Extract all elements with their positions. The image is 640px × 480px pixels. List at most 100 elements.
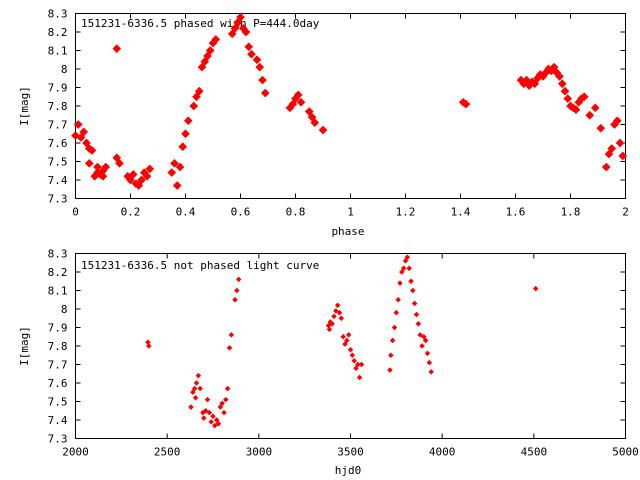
data-point xyxy=(226,345,233,351)
data-point xyxy=(428,369,434,375)
data-point xyxy=(235,276,242,283)
data-point xyxy=(203,51,212,61)
x-tick-label: 3000 xyxy=(246,446,273,459)
data-point xyxy=(596,123,606,133)
data-point xyxy=(329,321,335,327)
data-point xyxy=(178,142,188,152)
data-point xyxy=(288,99,298,109)
data-point xyxy=(351,358,357,364)
data-point xyxy=(318,125,328,135)
data-point xyxy=(424,350,431,357)
data-point xyxy=(349,352,356,359)
y-axis-label: I[mag] xyxy=(18,86,31,126)
y-tick-label: 7.6 xyxy=(48,377,68,390)
data-point xyxy=(201,415,207,421)
x-tick-label: 1.4 xyxy=(451,206,471,219)
data-point xyxy=(549,62,559,72)
data-point xyxy=(202,407,209,414)
data-point xyxy=(87,146,97,155)
data-point xyxy=(146,343,152,349)
data-point xyxy=(191,385,198,392)
y-tick-label: 7.4 xyxy=(48,414,68,427)
data-point xyxy=(101,162,111,172)
data-point xyxy=(217,404,224,410)
y-tick-label: 7.9 xyxy=(48,82,68,95)
data-point xyxy=(571,105,581,115)
data-point xyxy=(331,313,337,320)
data-point xyxy=(393,309,400,316)
y-tick-label: 7.4 xyxy=(48,174,68,187)
y-tick-label: 7.6 xyxy=(48,137,68,150)
data-point xyxy=(389,337,396,344)
x-axis-label: phase xyxy=(331,225,364,238)
data-point xyxy=(195,372,202,379)
data-point xyxy=(258,75,267,85)
data-point xyxy=(356,374,363,381)
data-point xyxy=(212,422,218,429)
y-tick-label: 7.3 xyxy=(48,193,68,206)
data-point xyxy=(604,149,614,159)
data-point xyxy=(404,254,411,260)
x-tick-label: 0.2 xyxy=(121,206,141,219)
data-point xyxy=(82,138,91,148)
data-point xyxy=(410,287,416,294)
x-tick-label: 1.8 xyxy=(561,206,581,219)
data-point xyxy=(395,296,401,303)
data-point xyxy=(208,419,214,425)
data-point xyxy=(387,367,393,373)
data-point xyxy=(233,18,243,28)
data-point xyxy=(76,133,86,142)
data-point xyxy=(408,278,414,285)
data-point xyxy=(560,86,570,96)
data-point xyxy=(232,296,238,303)
data-point xyxy=(419,343,425,349)
data-point xyxy=(215,420,222,427)
data-point xyxy=(126,175,135,185)
y-tick-label: 8 xyxy=(61,303,68,316)
data-point xyxy=(345,332,352,338)
data-point xyxy=(310,118,320,127)
x-tick-label: 1.2 xyxy=(396,206,416,219)
data-point xyxy=(340,333,346,340)
data-point xyxy=(333,308,339,314)
data-point xyxy=(336,309,343,316)
data-point xyxy=(134,181,144,190)
data-point xyxy=(347,346,354,353)
x-tick-label: 1 xyxy=(347,206,354,219)
data-point xyxy=(530,79,540,89)
data-point xyxy=(590,103,600,113)
data-point xyxy=(192,395,199,401)
data-point xyxy=(115,159,124,168)
data-point xyxy=(205,46,215,55)
data-point xyxy=(532,285,539,292)
phased-light-curve-panel: 151231-6336.5 phased with P=444.0day pha… xyxy=(18,8,629,239)
data-point xyxy=(304,107,314,116)
x-tick-label: 4000 xyxy=(429,446,456,459)
data-point xyxy=(137,175,146,185)
data-point xyxy=(175,162,185,172)
data-point xyxy=(334,302,341,309)
data-point xyxy=(388,352,394,359)
chart-title: 151231-6336.5 phased with P=444.0day xyxy=(81,17,320,30)
data-point xyxy=(293,90,303,100)
data-point xyxy=(167,168,177,177)
data-point xyxy=(252,55,262,65)
y-axis-label: I[mag] xyxy=(18,326,31,366)
data-point xyxy=(353,365,359,371)
data-point xyxy=(213,417,220,423)
data-point xyxy=(79,127,89,137)
data-point xyxy=(219,400,225,407)
y-tick-label: 7.8 xyxy=(48,100,68,113)
data-point xyxy=(200,57,210,66)
data-point xyxy=(93,162,102,172)
data-point xyxy=(355,361,361,368)
data-point xyxy=(615,138,625,148)
data-point xyxy=(181,129,190,139)
data-point xyxy=(84,159,94,168)
x-tick-label: 4500 xyxy=(521,446,548,459)
data-point xyxy=(244,42,254,52)
y-tick-label: 7.8 xyxy=(48,340,68,353)
data-point xyxy=(189,101,199,111)
data-point xyxy=(197,385,203,392)
